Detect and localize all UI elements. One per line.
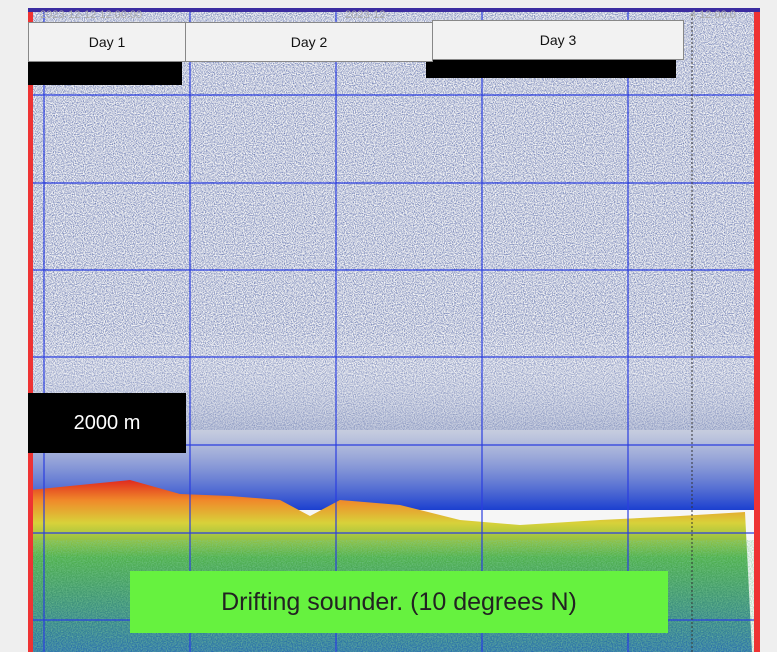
left-border xyxy=(28,10,33,652)
timestamp: 4 12:00:0 xyxy=(690,9,736,21)
day-label: Day 2 xyxy=(185,22,433,62)
timestamp: 2023-12- xyxy=(345,9,389,21)
mask xyxy=(426,58,676,78)
timestamps: 2023-12-12 12:00:00 2023-12- 4 12:00:0 xyxy=(40,9,736,21)
timestamp: 2023-12-12 12:00:00 xyxy=(40,9,142,21)
caption: Drifting sounder. (10 degrees N) xyxy=(130,571,668,633)
day-label: Day 3 xyxy=(432,20,684,60)
day-label: Day 1 xyxy=(28,22,186,62)
mask xyxy=(28,60,182,85)
right-border xyxy=(754,10,760,652)
top-border xyxy=(28,8,760,12)
depth-label: 2000 m xyxy=(28,393,186,453)
